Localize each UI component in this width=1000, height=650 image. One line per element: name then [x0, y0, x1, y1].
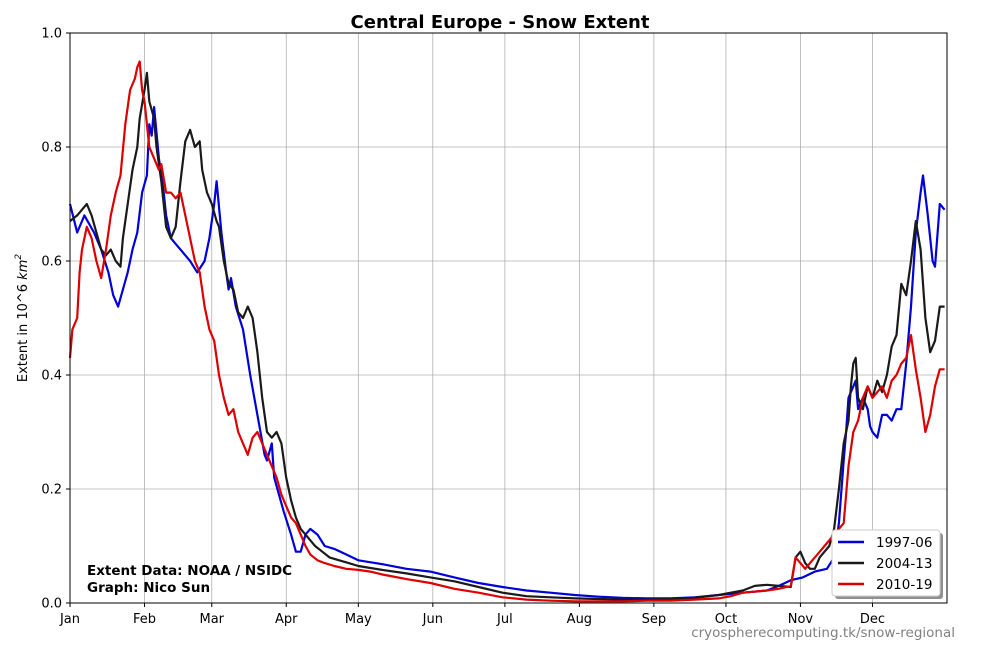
x-axis: Jan Feb Mar Apr May Jun Jul Aug Sep Oct Nov Dec: [59, 603, 885, 627]
x-tick-label: Sep: [642, 612, 667, 627]
series-layer: [68, 60, 946, 603]
y-tick-label: 0.0: [41, 597, 62, 612]
x-tick-label: Feb: [133, 612, 156, 627]
x-tick-label: May: [345, 612, 372, 627]
y-tick-label: 1.0: [41, 27, 62, 42]
x-tick-label: Apr: [275, 612, 298, 627]
y-tick-label: 0.6: [41, 255, 62, 270]
x-tick-label: Oct: [715, 612, 737, 627]
x-tick-label: Jul: [496, 612, 513, 627]
y-axis: 0.0 0.2 0.4 0.6 0.8 1.0: [41, 27, 70, 612]
y-tick-label: 0.8: [41, 141, 62, 156]
legend-label: 1997-06: [876, 535, 932, 551]
series-line-2004-13: [69, 71, 945, 601]
credit-text: cryospherecomputing.tk/snow-regional: [691, 625, 955, 641]
y-axis-label-unit: km: [16, 260, 31, 280]
chart-title: Central Europe - Snow Extent: [351, 12, 650, 33]
legend-label: 2004-13: [876, 556, 932, 572]
legend: 1997-06 2004-13 2010-19: [831, 529, 943, 599]
plot-frame: [69, 32, 948, 604]
x-tick-label: Mar: [199, 612, 224, 627]
y-axis-label-exponent: 2: [14, 254, 24, 260]
author-annotation: Graph: Nico Sun: [87, 580, 210, 596]
y-axis-label: Extent in 10^6 km2: [14, 254, 31, 383]
y-tick-label: 0.4: [41, 369, 62, 384]
x-tick-label: Dec: [860, 612, 885, 627]
legend-label: 2010-19: [876, 577, 932, 593]
source-annotation: Extent Data: NOAA / NSIDC: [87, 563, 292, 579]
x-tick-label: Jan: [59, 612, 80, 627]
y-axis-label-prefix: Extent in 10^6: [16, 280, 31, 382]
x-tick-label: Nov: [788, 612, 814, 627]
x-tick-label: Jun: [422, 612, 443, 627]
legend-box: [831, 529, 941, 597]
y-tick-label: 0.2: [41, 483, 62, 498]
grid-lines: [69, 32, 947, 604]
x-tick-label: Aug: [567, 612, 592, 627]
series-line-1997-06: [68, 105, 946, 600]
series-line-2010-19: [68, 60, 945, 603]
